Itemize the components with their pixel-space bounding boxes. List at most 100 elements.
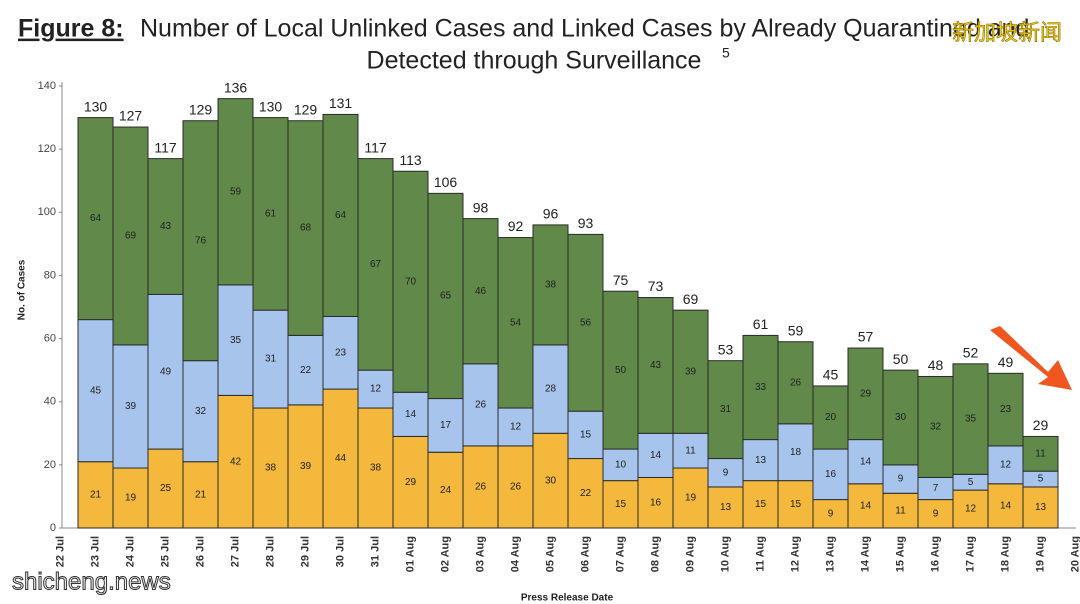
total-label: 53 [718,341,734,357]
value-label: 68 [300,223,312,234]
value-label: 65 [440,291,452,302]
value-label: 26 [510,482,522,493]
bar-segment [602,480,639,529]
bar-segment [672,432,709,469]
y-tick-label: 20 [44,459,56,471]
x-tick-label: 08 Aug [649,536,661,572]
bar-segment [147,158,184,295]
x-tick-label: 30 Jul [334,536,346,567]
total-label: 69 [683,291,699,307]
y-tick-label: 100 [38,206,56,218]
value-label: 14 [650,450,662,461]
total-label: 57 [858,329,874,345]
bar-segment [637,297,674,434]
value-label: 11 [1035,448,1046,459]
value-label: 23 [335,347,347,358]
value-label: 24 [440,485,452,496]
value-label: 30 [545,475,557,486]
value-label: 18 [790,447,802,458]
bar-segment [882,492,919,529]
y-tick-label: 60 [44,332,56,344]
value-label: 35 [230,335,242,346]
bar-segment [497,237,534,409]
total-label: 50 [893,351,909,367]
bar-segment [77,461,114,529]
chart-title-line-2: Detected through Surveillance [367,47,702,75]
total-label: 130 [259,98,283,114]
value-label: 50 [615,365,627,376]
bar-segment [217,98,254,286]
total-label: 129 [189,101,213,117]
value-label: 23 [1000,404,1012,415]
bar-segment [287,404,324,529]
y-tick-label: 40 [44,396,56,408]
bar-segment [427,398,464,453]
bar-segment [567,410,604,460]
value-label: 32 [930,422,942,433]
total-label: 96 [543,206,559,222]
bar-segment [777,480,814,529]
x-tick-label: 05 Aug [544,536,556,572]
bar-segment [742,334,779,441]
value-label: 30 [895,412,907,423]
value-label: 9 [723,467,729,478]
x-tick-label: 24 Jul [124,536,136,567]
value-label: 59 [230,186,242,197]
bar-segment [112,344,149,469]
value-label: 15 [615,499,627,510]
bar-segment [952,489,989,529]
bar-segment [532,432,569,529]
total-label: 92 [508,218,524,234]
value-label: 13 [755,455,767,466]
bar-segment [112,467,149,529]
total-label: 73 [648,278,664,294]
bar-segment [462,363,499,447]
y-tick-label: 140 [38,80,56,92]
value-label: 26 [475,400,487,411]
bar-segment [392,391,429,437]
total-label: 61 [753,316,769,332]
value-label: 9 [898,474,904,485]
total-label: 52 [963,345,979,361]
x-tick-label: 13 Aug [824,536,836,572]
total-label: 29 [1033,417,1049,433]
value-label: 21 [195,489,207,500]
total-label: 106 [434,174,458,190]
value-label: 15 [755,499,767,510]
value-label: 12 [510,422,522,433]
total-label: 130 [84,98,108,114]
total-label: 131 [329,95,353,111]
x-tick-label: 04 Aug [509,536,521,572]
x-tick-label: 06 Aug [579,536,591,572]
x-tick-label: 22 Jul [54,536,66,567]
bar-segment [637,476,674,529]
value-label: 38 [545,280,557,291]
total-label: 45 [823,367,839,383]
value-label: 15 [580,430,592,441]
value-label: 10 [615,459,627,470]
footnote-mark: 5 [722,45,730,61]
value-label: 13 [1035,502,1047,513]
total-label: 117 [154,139,177,155]
value-label: 28 [545,384,557,395]
bar-segment [182,120,219,362]
y-axis-label: No. of Cases [17,259,28,320]
bar-segment [462,218,499,365]
x-tick-label: 09 Aug [684,536,696,572]
value-label: 70 [405,276,417,287]
value-label: 56 [580,317,592,328]
value-label: 38 [265,463,277,474]
value-label: 45 [90,385,102,396]
bar-segment [357,158,394,371]
x-tick-label: 10 Aug [719,536,731,572]
y-tick-label: 120 [38,143,56,155]
value-label: 14 [1000,501,1012,512]
value-label: 29 [405,477,417,488]
value-label: 19 [125,493,137,504]
value-label: 11 [685,445,696,456]
total-label: 59 [788,322,804,338]
bar-segment [427,451,464,529]
y-tick-label: 0 [50,522,56,534]
value-label: 21 [90,489,102,500]
value-label: 35 [965,414,977,425]
